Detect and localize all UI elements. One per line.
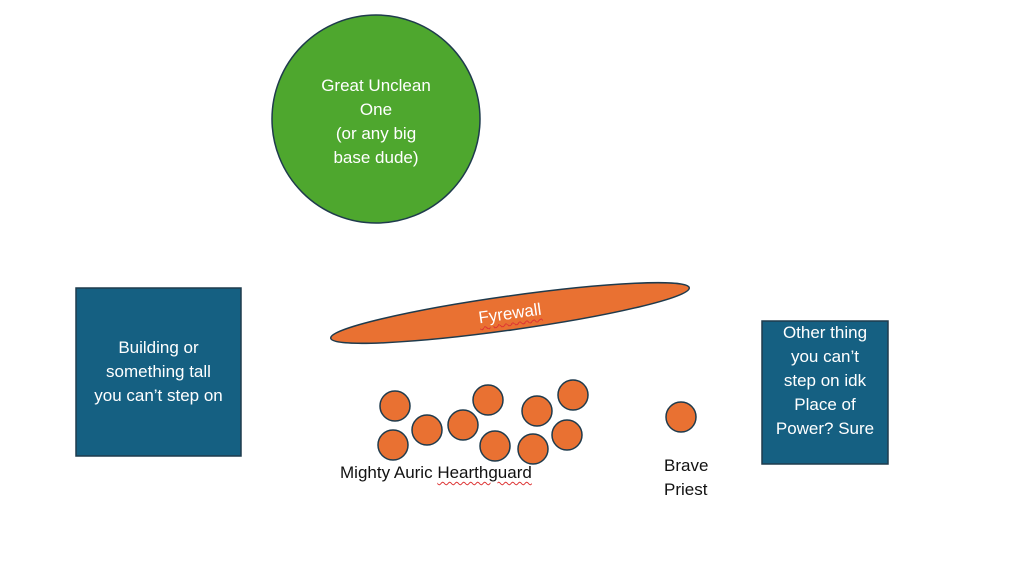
hearthguard-model — [377, 429, 409, 461]
hearthguard-model — [521, 395, 553, 427]
hearthguard-model — [479, 430, 511, 462]
hearthguard-model — [517, 433, 549, 465]
priest-line: Priest — [664, 480, 708, 499]
hearthguard-model — [447, 409, 479, 441]
building-left-line: you can’t step on — [94, 386, 223, 405]
building-left-label: Building or something tall you can’t ste… — [76, 336, 241, 408]
hearthguard-model — [379, 390, 411, 422]
building-right-line: Power? Sure — [775, 419, 875, 438]
building-right-label: Other thing you can’t step on idk Place … — [762, 321, 888, 441]
hearthguard-model — [411, 414, 443, 446]
priest-model — [665, 401, 697, 433]
hearthguard-model — [472, 384, 504, 416]
priest-label: Brave Priest — [664, 454, 708, 502]
hearthguard-label-suffix: Hearthguard — [437, 463, 532, 482]
building-left-rect — [75, 287, 242, 457]
hearthguard-model — [551, 419, 583, 451]
hearthguard-label: Mighty Auric Hearthguard — [340, 461, 532, 485]
building-left-line: Building or — [118, 338, 199, 357]
big-base-line: Great Unclean — [321, 76, 431, 95]
hearthguard-model — [557, 379, 589, 411]
big-base-line: (or any big — [335, 124, 417, 143]
building-right-line: Other thing — [782, 323, 868, 342]
big-base-line: One — [359, 100, 393, 119]
building-right-line: Place of — [794, 395, 856, 414]
building-right-line: you can’t — [790, 347, 860, 366]
building-right-rect — [761, 320, 889, 465]
big-base-label: Great Unclean One (or any big base dude) — [276, 74, 476, 170]
hearthguard-unit — [377, 379, 589, 465]
big-base-line: base dude) — [333, 148, 419, 167]
fyrewall-ellipse — [329, 281, 691, 345]
hearthguard-label-prefix: Mighty Auric — [340, 463, 438, 482]
building-left-line: something tall — [106, 362, 211, 381]
big-base-circle — [271, 14, 481, 224]
building-right-line: step on idk — [783, 371, 867, 390]
priest-line: Brave — [664, 456, 709, 475]
